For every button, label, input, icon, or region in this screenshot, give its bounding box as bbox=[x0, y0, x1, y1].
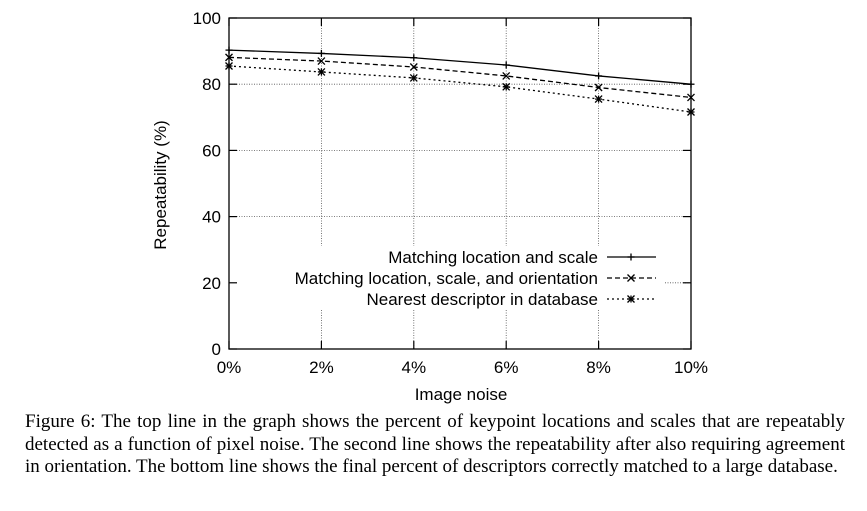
x-tick-label: 2% bbox=[309, 358, 334, 377]
legend-label: Matching location and scale bbox=[388, 248, 598, 267]
y-tick-label: 80 bbox=[202, 75, 221, 94]
legend-label: Matching location, scale, and orientatio… bbox=[295, 269, 598, 288]
x-tick-label: 4% bbox=[402, 358, 427, 377]
x-tick-label: 8% bbox=[586, 358, 611, 377]
y-tick-label: 0 bbox=[212, 340, 221, 359]
series-dashed-line bbox=[225, 53, 695, 102]
repeatability-chart: 0 20 40 60 80 100 0% 2% 4% 6% 8% 10% Repeatability… bbox=[151, 9, 708, 404]
legend-label: Nearest descriptor in database bbox=[366, 290, 598, 309]
legend-item: Nearest descriptor in database bbox=[366, 290, 656, 309]
figure-caption: Figure 6: The top line in the graph show… bbox=[25, 411, 845, 477]
x-tick-label: 10% bbox=[674, 358, 708, 377]
y-tick-label: 60 bbox=[202, 141, 221, 160]
data-series bbox=[225, 46, 695, 116]
legend-item: Matching location and scale bbox=[388, 248, 656, 267]
legend-item: Matching location, scale, and orientatio… bbox=[295, 269, 656, 288]
series-solid-line bbox=[225, 46, 695, 88]
x-tick-label: 0% bbox=[217, 358, 242, 377]
series-dotted-line bbox=[225, 62, 695, 116]
y-tick-label: 100 bbox=[193, 9, 221, 28]
y-tick-label: 40 bbox=[202, 208, 221, 227]
y-axis-title: Repeatability (%) bbox=[151, 120, 170, 249]
y-axis-tick-labels: 0 20 40 60 80 100 bbox=[193, 9, 221, 359]
x-tick-label: 6% bbox=[494, 358, 519, 377]
legend: Matching location and scale Matching loca… bbox=[295, 248, 656, 309]
y-tick-label: 20 bbox=[202, 274, 221, 293]
x-axis-tick-labels: 0% 2% 4% 6% 8% 10% bbox=[217, 358, 708, 377]
x-axis-title: Image noise bbox=[415, 385, 508, 404]
plot-frame bbox=[228, 17, 692, 350]
